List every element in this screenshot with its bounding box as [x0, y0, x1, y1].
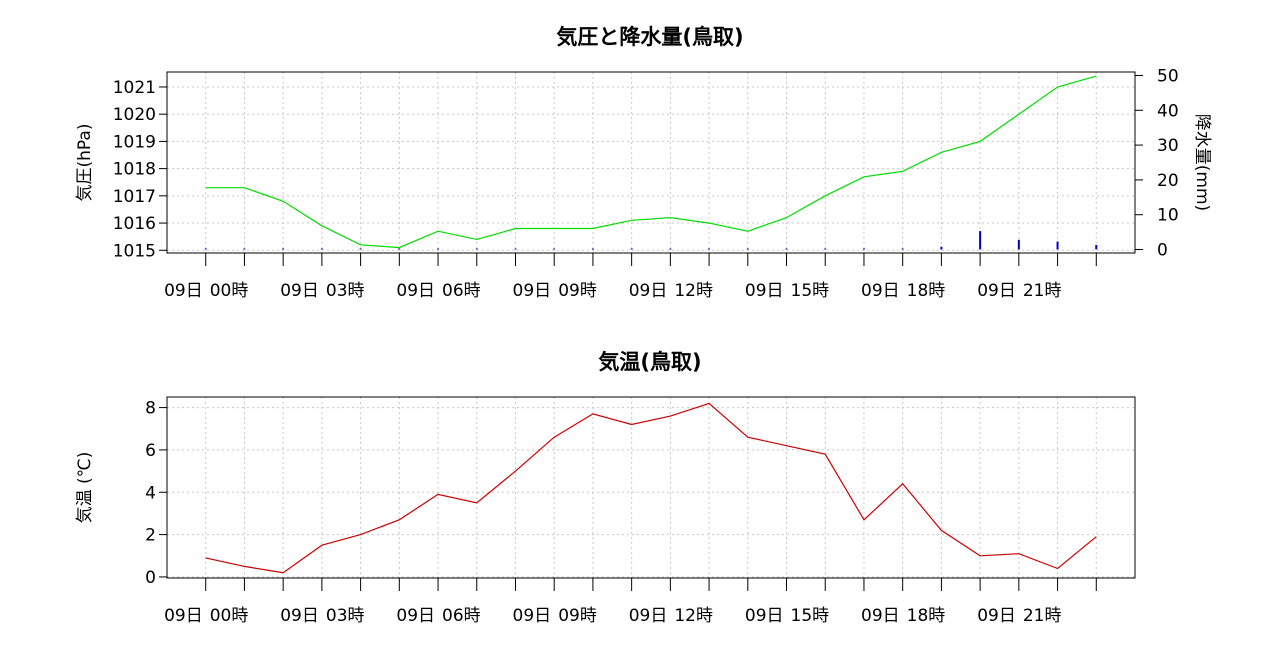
- x-tick-day-label: 09日: [280, 281, 319, 301]
- precip-bar: [204, 248, 207, 250]
- precip-bar: [746, 248, 749, 250]
- x-tick-hour-label: 06時: [442, 281, 481, 301]
- precip-bar: [901, 248, 904, 250]
- precip-bar: [862, 248, 865, 250]
- y-axis-label: 気温 (℃): [75, 452, 95, 524]
- x-tick-hour-label: 00時: [210, 606, 249, 626]
- precip-bar: [940, 246, 943, 250]
- x-tick-day-label: 09日: [745, 281, 784, 301]
- x-tick-day-label: 09日: [977, 606, 1016, 626]
- x-tick-hour-label: 15時: [791, 606, 830, 626]
- x-tick-day-label: 09日: [164, 281, 203, 301]
- x-tick-day-label: 09日: [629, 606, 668, 626]
- pressure-line: [205, 75, 1097, 249]
- x-tick-day-label: 09日: [977, 281, 1016, 301]
- y2-tick-label: 0: [1157, 241, 1168, 261]
- y-tick-label: 2: [145, 526, 156, 546]
- y-axis-label: 気圧(hPa): [75, 124, 95, 202]
- precip-bar: [708, 248, 711, 250]
- x-tick-hour-label: 09時: [558, 606, 597, 626]
- precip-bar: [398, 248, 401, 250]
- plot-frame: [166, 396, 1136, 579]
- x-tick-day-label: 09日: [164, 606, 203, 626]
- x-tick-hour-label: 06時: [442, 606, 481, 626]
- x-tick-hour-label: 15時: [791, 281, 830, 301]
- precip-bar: [824, 248, 827, 250]
- precip-bar: [1056, 241, 1059, 250]
- y-tick-label: 1018: [113, 160, 156, 180]
- x-tick-hour-label: 21時: [1023, 281, 1062, 301]
- y-tick-label: 6: [145, 441, 156, 461]
- y2-tick-label: 20: [1157, 171, 1179, 191]
- y-tick-label: 1017: [113, 187, 156, 207]
- x-tick-hour-label: 18時: [907, 281, 946, 301]
- x-tick-hour-label: 12時: [674, 281, 713, 301]
- precip-bar: [282, 248, 285, 250]
- x-tick-hour-label: 21時: [1023, 606, 1062, 626]
- plot-frame: [166, 71, 1136, 254]
- precip-bar: [785, 248, 788, 250]
- precip-bar: [591, 248, 594, 250]
- x-tick-day-label: 09日: [396, 606, 435, 626]
- x-tick-day-label: 09日: [513, 606, 552, 626]
- x-tick-hour-label: 09時: [558, 281, 597, 301]
- precip-bar: [475, 248, 478, 250]
- y-tick-label: 1016: [113, 214, 156, 234]
- y-tick-label: 1021: [113, 78, 156, 98]
- y-tick-label: 0: [145, 568, 156, 588]
- x-tick-day-label: 09日: [396, 281, 435, 301]
- chart-title: 気温(鳥取): [598, 350, 701, 374]
- x-tick-hour-label: 12時: [674, 606, 713, 626]
- precip-bar: [1017, 239, 1020, 250]
- precip-bar: [553, 248, 556, 250]
- temperature-chart: 気温(鳥取) 0 2 4 6 8 気温 (℃) 09日 00時 09日 03時 09日 06時 09日 09…: [75, 350, 1136, 626]
- x-tick-hour-label: 03時: [326, 281, 365, 301]
- y2-axis-label: 降水量(mm): [1192, 114, 1212, 211]
- precip-bar: [514, 248, 517, 250]
- precip-bar: [979, 231, 982, 250]
- precip-bar: [320, 248, 323, 250]
- precip-bar: [437, 248, 440, 250]
- y2-tick-label: 30: [1157, 136, 1179, 156]
- precip-bar: [243, 248, 246, 250]
- y2-tick-label: 50: [1157, 66, 1179, 86]
- y-tick-label: 1015: [113, 241, 156, 261]
- pressure-precip-chart: 気圧と降水量(鳥取)1015101610171018101910201021気圧…: [75, 25, 1212, 301]
- precip-bar: [1095, 245, 1098, 250]
- x-tick-hour-label: 03時: [326, 606, 365, 626]
- y-tick-label: 8: [145, 399, 156, 419]
- x-tick-day-label: 09日: [861, 606, 900, 626]
- x-tick-day-label: 09日: [513, 281, 552, 301]
- y2-tick-label: 10: [1157, 206, 1179, 226]
- x-tick-day-label: 09日: [861, 281, 900, 301]
- x-tick-day-label: 09日: [745, 606, 784, 626]
- x-tick-day-label: 09日: [280, 606, 319, 626]
- y-tick-label: 1019: [113, 132, 156, 152]
- x-tick-hour-label: 00時: [210, 281, 249, 301]
- y2-tick-label: 40: [1157, 101, 1179, 121]
- precip-bar: [630, 248, 633, 250]
- x-tick-day-label: 09日: [629, 281, 668, 301]
- y-tick-label: 1020: [113, 105, 156, 125]
- precip-bar: [669, 248, 672, 250]
- y-tick-label: 4: [145, 483, 156, 503]
- precip-bar: [359, 248, 362, 250]
- temperature-line: [205, 402, 1097, 574]
- x-tick-hour-label: 18時: [907, 606, 946, 626]
- chart-title: 気圧と降水量(鳥取): [556, 25, 743, 49]
